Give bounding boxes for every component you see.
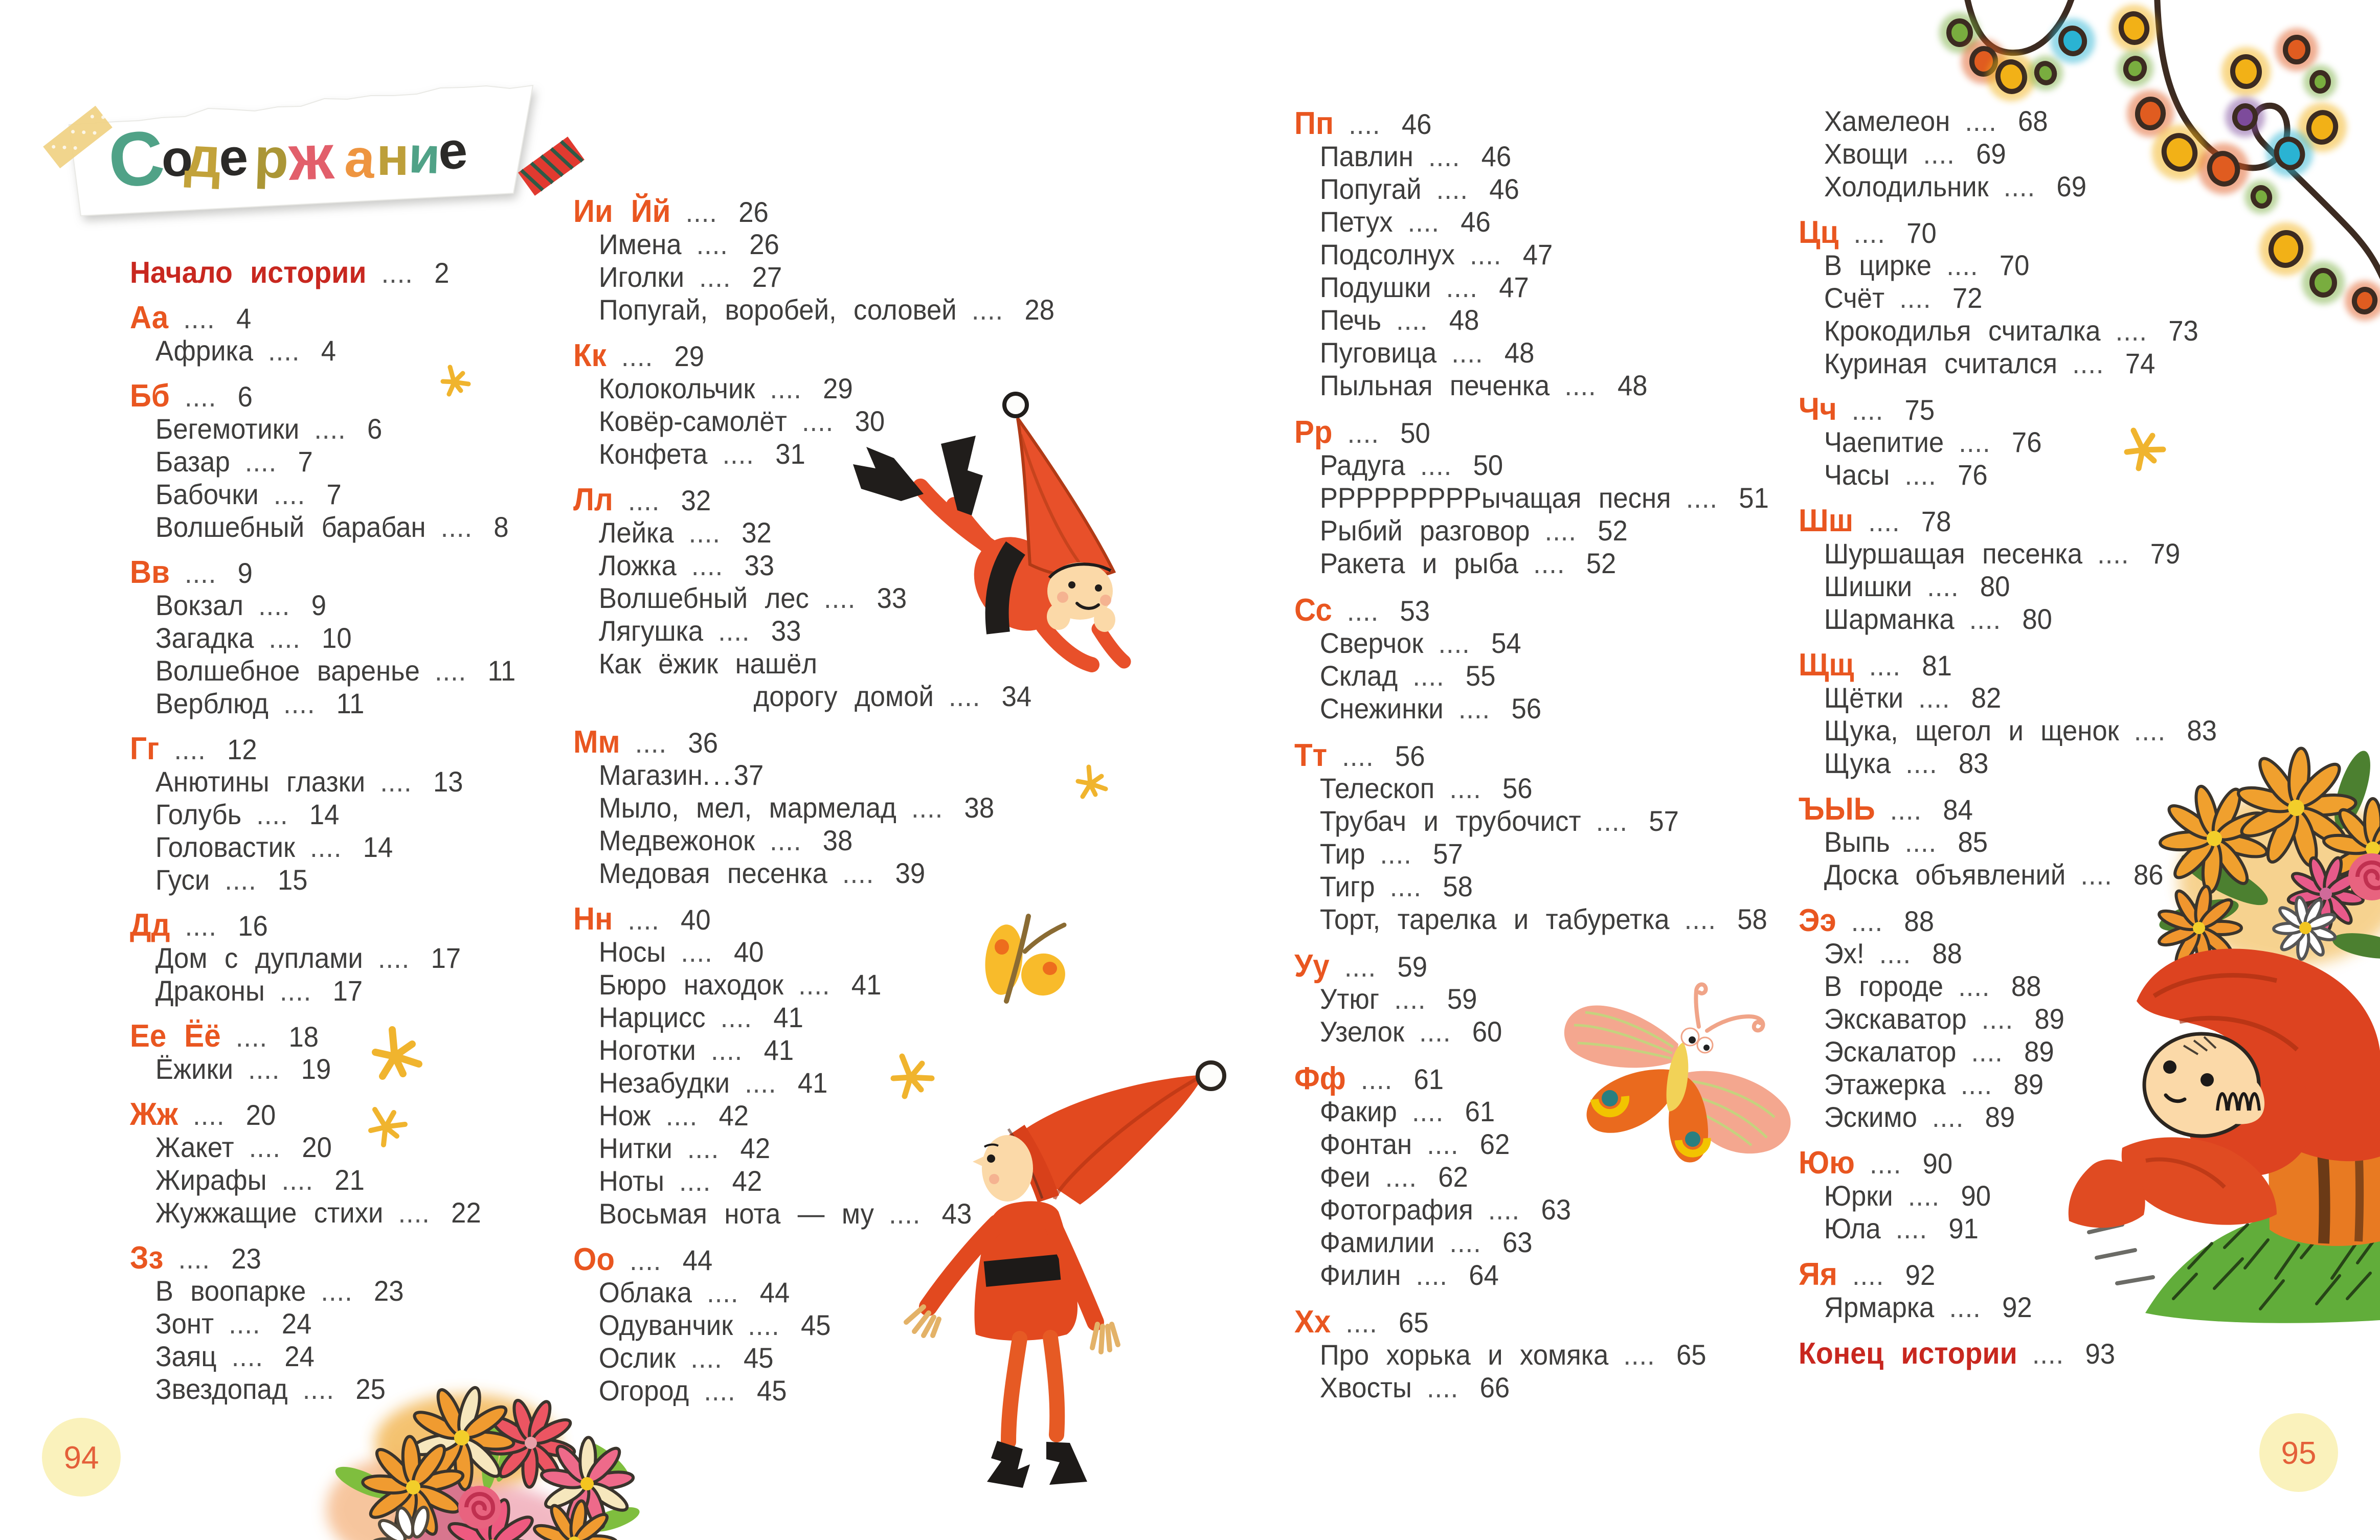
- svg-text:С: С: [104, 113, 168, 204]
- svg-text:е: е: [436, 120, 469, 181]
- svg-text:н: н: [376, 126, 409, 187]
- svg-text:ж: ж: [286, 122, 335, 194]
- svg-text:д: д: [184, 124, 223, 190]
- svg-text:р: р: [253, 126, 289, 190]
- svg-text:94: 94: [64, 1440, 99, 1476]
- svg-text:а: а: [343, 127, 377, 190]
- svg-text:и: и: [408, 126, 441, 185]
- svg-text:о: о: [162, 130, 193, 187]
- svg-text:95: 95: [2281, 1436, 2317, 1471]
- svg-text:е: е: [217, 127, 250, 187]
